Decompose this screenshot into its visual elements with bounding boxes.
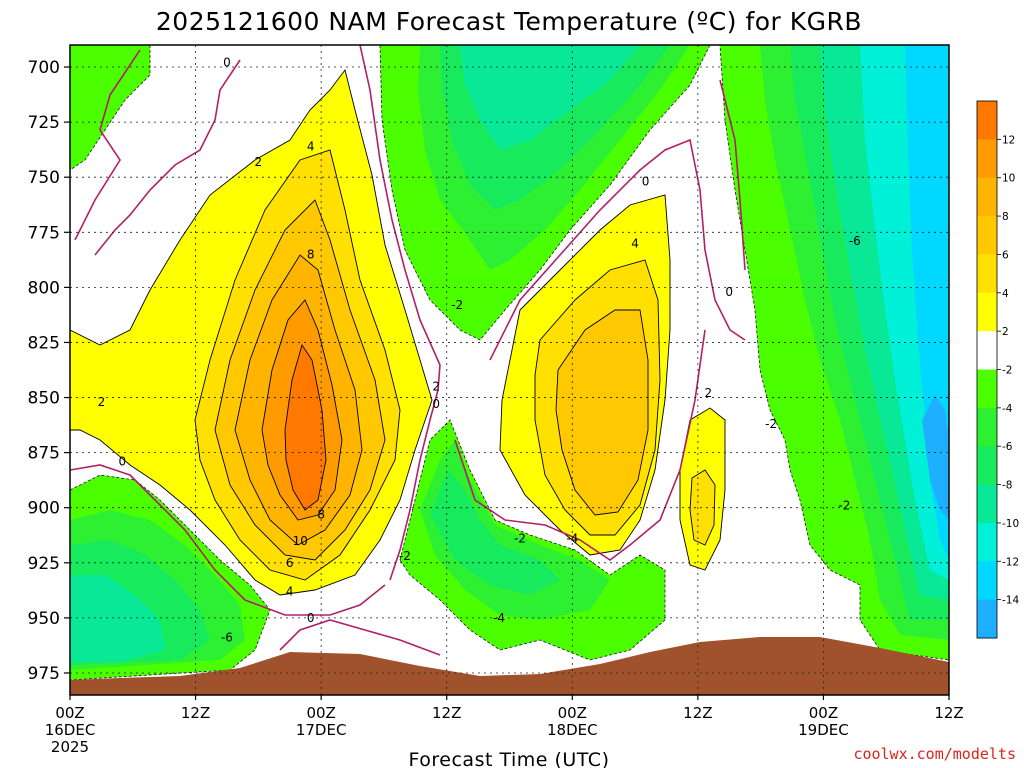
y-tick-label: 700 <box>28 58 60 78</box>
chart-title: 2025121600 NAM Forecast Temperature (ºC)… <box>156 7 862 36</box>
warm-core-10-12 <box>284 343 327 511</box>
colorbar-label: -14 <box>1002 595 1019 607</box>
cold-region-upper-left <box>70 45 151 171</box>
colorbar-swatch <box>977 407 997 447</box>
contour-label: 2 <box>98 395 106 409</box>
colorbar-label: -6 <box>1002 441 1013 453</box>
x-tick-time: 12Z <box>934 704 963 722</box>
x-tick-time: 00Z <box>55 704 84 722</box>
colorbar-swatch <box>977 369 997 409</box>
x-tick-date: 16DEC <box>45 721 96 739</box>
colorbar-swatch <box>977 522 997 562</box>
colorbar-swatch <box>977 254 997 294</box>
contour-label: 8 <box>307 247 315 261</box>
contour-label: 6 <box>286 556 294 570</box>
credit-link[interactable]: coolwx.com/modelts <box>853 745 1016 763</box>
colorbar-label: -10 <box>1002 518 1019 530</box>
cold-shade-c <box>460 45 640 150</box>
contour-label: -2 <box>765 417 777 431</box>
x-tick-time: 00Z <box>306 704 335 722</box>
colorbar-swatch <box>977 292 997 332</box>
warm-center-4-6 <box>555 309 649 516</box>
zero-isotherms <box>70 45 746 656</box>
x-tick-date: 17DEC <box>296 721 347 739</box>
contour-label: 0 <box>119 454 127 468</box>
contour-label: 4 <box>286 584 294 598</box>
colorbar-swatch <box>977 446 997 486</box>
cold-shade-l <box>70 575 165 662</box>
colorbar-label: -2 <box>1002 365 1012 377</box>
contour-label: -6 <box>849 234 861 248</box>
y-tick-label: 950 <box>28 609 60 629</box>
y-tick-label: 750 <box>28 168 60 188</box>
contour-label: 8 <box>317 507 325 521</box>
colorbar-swatch <box>977 216 997 255</box>
y-tick-label: 825 <box>28 333 60 353</box>
colorbar-swatch <box>977 561 997 601</box>
colorbar-label: 4 <box>1002 288 1009 300</box>
contour-label: 10 <box>293 534 308 548</box>
contour-label: 2 <box>255 155 263 169</box>
colorbar-swatch <box>977 484 997 524</box>
temperature-field <box>70 45 949 695</box>
colorbar-label: 12 <box>1002 134 1015 146</box>
contour-label: -2 <box>399 549 411 563</box>
colorbar-swatch <box>977 331 997 370</box>
colorbar-label: -8 <box>1002 480 1012 492</box>
x-tick-time: 00Z <box>809 704 838 722</box>
contour-label: -2 <box>514 532 526 546</box>
x-tick-time: 12Z <box>683 704 712 722</box>
contour-label: 0 <box>223 56 231 70</box>
x-tick-date: 18DEC <box>547 721 598 739</box>
colorbar-label: -12 <box>1002 556 1019 568</box>
y-tick-label: 800 <box>28 278 60 298</box>
colorbar-label: 10 <box>1002 173 1015 185</box>
x-axis-label: Forecast Time (UTC) <box>409 749 610 768</box>
y-tick-label: 850 <box>28 389 60 409</box>
colorbar-swatch <box>977 139 997 179</box>
ground-terrain <box>70 637 949 695</box>
colorbar-swatch <box>977 177 997 217</box>
colorbar-label: 2 <box>1002 326 1009 338</box>
contour-label: -6 <box>221 631 233 645</box>
y-tick-label: 775 <box>28 223 60 243</box>
contour-label: 2 <box>705 386 713 400</box>
colorbar-swatch <box>977 599 997 639</box>
contour-label: 0 <box>432 397 440 411</box>
y-tick-label: 725 <box>28 113 60 133</box>
x-tick-year: 2025 <box>51 738 89 756</box>
contour-label: -4 <box>493 611 505 625</box>
contour-label: 4 <box>307 139 315 153</box>
cold-shade-n <box>430 470 560 595</box>
cold-shade-i <box>922 395 949 520</box>
y-tick-label: 975 <box>28 664 60 684</box>
plot-frame <box>69 44 950 696</box>
warm-right-core <box>689 469 716 546</box>
contour-label: 0 <box>642 175 650 189</box>
x-tick-time: 12Z <box>432 704 461 722</box>
y-axis: 700 725 750 775 800 825 850 875 900 925 950 975 <box>28 58 70 684</box>
colorbar-label: -4 <box>1002 403 1013 415</box>
contour-label: -4 <box>566 532 578 546</box>
x-tick-time: 12Z <box>181 704 210 722</box>
contour-label: 4 <box>631 236 639 250</box>
y-tick-label: 900 <box>28 499 60 519</box>
contour-label: -2 <box>451 298 463 312</box>
y-tick-label: 875 <box>28 444 60 464</box>
x-tick-time: 00Z <box>558 704 587 722</box>
contour-label: -2 <box>838 499 850 513</box>
y-tick-label: 925 <box>28 554 60 574</box>
x-tick-date: 19DEC <box>798 721 849 739</box>
contour-label: 2 <box>432 380 440 394</box>
colorbar-label: 8 <box>1002 211 1009 223</box>
contour-label: 0 <box>307 611 315 625</box>
colorbar: 12 10 8 6 4 2 -2 -4 -6 -8 -10 -12 -14 <box>976 100 1019 639</box>
contour-label: 0 <box>725 285 733 299</box>
colorbar-swatch <box>977 101 997 140</box>
colorbar-label: 6 <box>1002 249 1009 261</box>
cold-shade-m <box>420 440 610 620</box>
